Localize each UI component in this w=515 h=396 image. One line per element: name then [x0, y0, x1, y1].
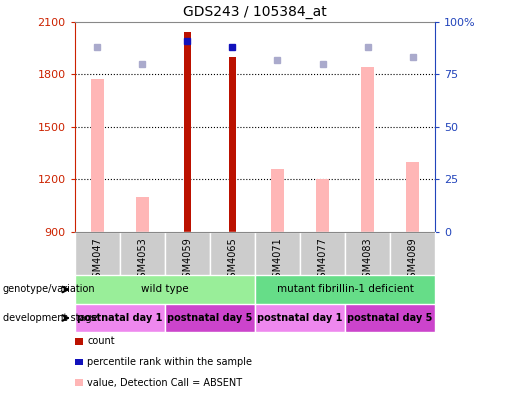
Bar — [345, 304, 435, 332]
Bar — [75, 232, 119, 275]
Bar — [75, 304, 165, 332]
Bar — [91, 80, 104, 232]
Text: development stage: development stage — [3, 313, 97, 323]
Bar — [345, 232, 390, 275]
Text: value, Detection Call = ABSENT: value, Detection Call = ABSENT — [87, 377, 242, 388]
Bar — [210, 232, 255, 275]
Bar — [255, 275, 435, 304]
Text: GSM4047: GSM4047 — [92, 237, 102, 284]
Text: count: count — [87, 336, 115, 346]
Text: wild type: wild type — [141, 284, 188, 295]
Text: GSM4083: GSM4083 — [363, 237, 372, 284]
Bar — [316, 179, 329, 232]
Text: genotype/variation: genotype/variation — [3, 284, 95, 295]
Text: GSM4089: GSM4089 — [408, 237, 418, 284]
Text: GSM4071: GSM4071 — [272, 237, 282, 284]
Text: postnatal day 1: postnatal day 1 — [258, 313, 342, 323]
Text: GSM4065: GSM4065 — [228, 237, 237, 284]
Text: percentile rank within the sample: percentile rank within the sample — [87, 357, 252, 367]
Title: GDS243 / 105384_at: GDS243 / 105384_at — [183, 6, 327, 19]
Bar — [229, 57, 236, 232]
Text: mutant fibrillin-1 deficient: mutant fibrillin-1 deficient — [277, 284, 414, 295]
Bar — [271, 169, 284, 232]
Bar — [300, 232, 345, 275]
Bar — [136, 197, 148, 232]
Bar — [361, 67, 374, 232]
Text: GSM4053: GSM4053 — [138, 237, 147, 284]
Text: GSM4077: GSM4077 — [318, 237, 328, 284]
Text: postnatal day 5: postnatal day 5 — [167, 313, 252, 323]
Bar — [184, 32, 191, 232]
Bar — [390, 232, 435, 275]
Bar — [255, 304, 345, 332]
Bar — [75, 275, 255, 304]
Bar — [165, 232, 210, 275]
Text: postnatal day 5: postnatal day 5 — [348, 313, 433, 323]
Text: GSM4059: GSM4059 — [182, 237, 192, 284]
Bar — [406, 162, 419, 232]
Bar — [119, 232, 165, 275]
Bar — [255, 232, 300, 275]
Text: postnatal day 1: postnatal day 1 — [77, 313, 162, 323]
Bar — [165, 304, 255, 332]
